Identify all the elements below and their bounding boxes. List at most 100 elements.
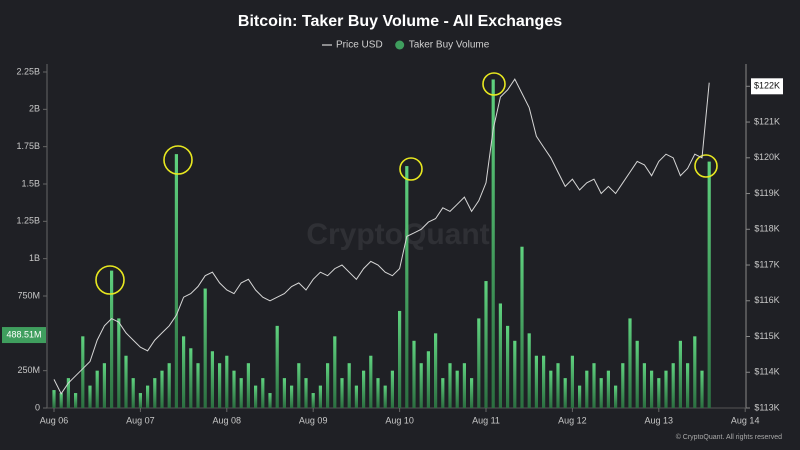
footer: © CryptoQuant. All rights reserved bbox=[676, 433, 782, 441]
bar bbox=[74, 393, 78, 408]
bar bbox=[232, 370, 236, 408]
bar bbox=[117, 318, 121, 408]
y2-tick-label: $119K bbox=[754, 188, 779, 198]
bar bbox=[462, 363, 466, 408]
bar bbox=[527, 333, 531, 408]
bar bbox=[174, 154, 178, 408]
bar bbox=[81, 336, 85, 408]
bar bbox=[138, 393, 142, 408]
x-tick-label: Aug 08 bbox=[213, 415, 242, 425]
legend-label: Price USD bbox=[336, 40, 383, 51]
highlight-circle bbox=[694, 154, 718, 178]
bar bbox=[196, 363, 200, 408]
bar bbox=[441, 378, 445, 408]
bar bbox=[419, 363, 423, 408]
bar bbox=[693, 336, 697, 408]
bar bbox=[333, 336, 337, 408]
y-tick-label: 1B bbox=[29, 253, 40, 263]
bar bbox=[318, 385, 322, 408]
x-tick-label: Aug 11 bbox=[472, 415, 500, 425]
y-tick-label: 1.75B bbox=[16, 141, 40, 151]
bar bbox=[448, 363, 452, 408]
bar bbox=[311, 393, 315, 408]
highlight-circle bbox=[399, 157, 423, 181]
bar bbox=[477, 318, 481, 408]
bar bbox=[592, 363, 596, 408]
bar bbox=[585, 370, 589, 408]
bar bbox=[642, 363, 646, 408]
bar bbox=[326, 363, 330, 408]
y2-tick-label: $116K bbox=[754, 295, 779, 305]
bar bbox=[455, 370, 459, 408]
bar bbox=[599, 378, 603, 408]
bar bbox=[297, 363, 301, 408]
bar bbox=[146, 385, 150, 408]
watermark: CryptoQuant bbox=[306, 218, 489, 251]
bar bbox=[182, 336, 186, 408]
y-tick-label: 2B bbox=[29, 104, 40, 114]
bar bbox=[657, 378, 661, 408]
bar bbox=[239, 378, 243, 408]
bar bbox=[491, 79, 495, 408]
y2-tick-label: $118K bbox=[754, 224, 779, 234]
bar bbox=[210, 351, 214, 408]
bar bbox=[614, 385, 618, 408]
bar bbox=[707, 161, 711, 408]
annotation-label: 488.51M bbox=[6, 329, 41, 339]
bar bbox=[225, 355, 229, 408]
bar bbox=[700, 370, 704, 408]
bar bbox=[578, 385, 582, 408]
bar bbox=[52, 390, 56, 408]
bar bbox=[484, 281, 488, 408]
highlight-circles bbox=[95, 72, 718, 295]
bar bbox=[664, 370, 668, 408]
y-tick-label: 750M bbox=[17, 290, 40, 300]
chart-title: Bitcoin: Taker Buy Volume - All Exchange… bbox=[238, 13, 562, 30]
bar bbox=[304, 378, 308, 408]
y-tick-label: 1.25B bbox=[16, 216, 40, 226]
bar bbox=[203, 288, 207, 408]
x-tick-label: Aug 07 bbox=[126, 415, 155, 425]
bar bbox=[218, 363, 222, 408]
bar bbox=[246, 363, 250, 408]
bar bbox=[556, 363, 560, 408]
bar bbox=[153, 378, 157, 408]
bar bbox=[506, 325, 510, 408]
x-tick-label: Aug 12 bbox=[558, 415, 587, 425]
bar bbox=[376, 378, 380, 408]
y-tick-label: 250M bbox=[17, 365, 40, 375]
bar bbox=[383, 385, 387, 408]
bar bbox=[275, 325, 279, 408]
y-tick-label: 2.25B bbox=[16, 66, 40, 76]
bar bbox=[650, 370, 654, 408]
bar bbox=[498, 303, 502, 408]
bar bbox=[261, 378, 265, 408]
bar bbox=[110, 270, 114, 408]
legend-label: Taker Buy Volume bbox=[409, 40, 490, 51]
bar bbox=[189, 348, 193, 408]
bar bbox=[347, 363, 351, 408]
bar bbox=[66, 378, 70, 408]
bar bbox=[470, 378, 474, 408]
y2-tick-label: $122K bbox=[754, 81, 780, 91]
bar bbox=[549, 370, 553, 408]
x-tick-label: Aug 14 bbox=[731, 415, 760, 425]
y2-tick-label: $117K bbox=[754, 259, 779, 269]
bar bbox=[513, 340, 517, 408]
y2-tick-label: $115K bbox=[754, 331, 779, 341]
bar bbox=[686, 363, 690, 408]
annotation-box bbox=[2, 327, 46, 344]
bar bbox=[534, 355, 538, 408]
bar bbox=[671, 363, 675, 408]
bar bbox=[606, 370, 610, 408]
bar bbox=[340, 378, 344, 408]
legend-swatch bbox=[395, 40, 405, 50]
x-tick-label: Aug 06 bbox=[40, 415, 69, 425]
x-tick-label: Aug 13 bbox=[645, 415, 674, 425]
bar bbox=[398, 310, 402, 408]
bar bbox=[59, 393, 63, 408]
bar bbox=[354, 385, 358, 408]
plot-area bbox=[52, 79, 711, 408]
last-price-box bbox=[751, 78, 783, 95]
